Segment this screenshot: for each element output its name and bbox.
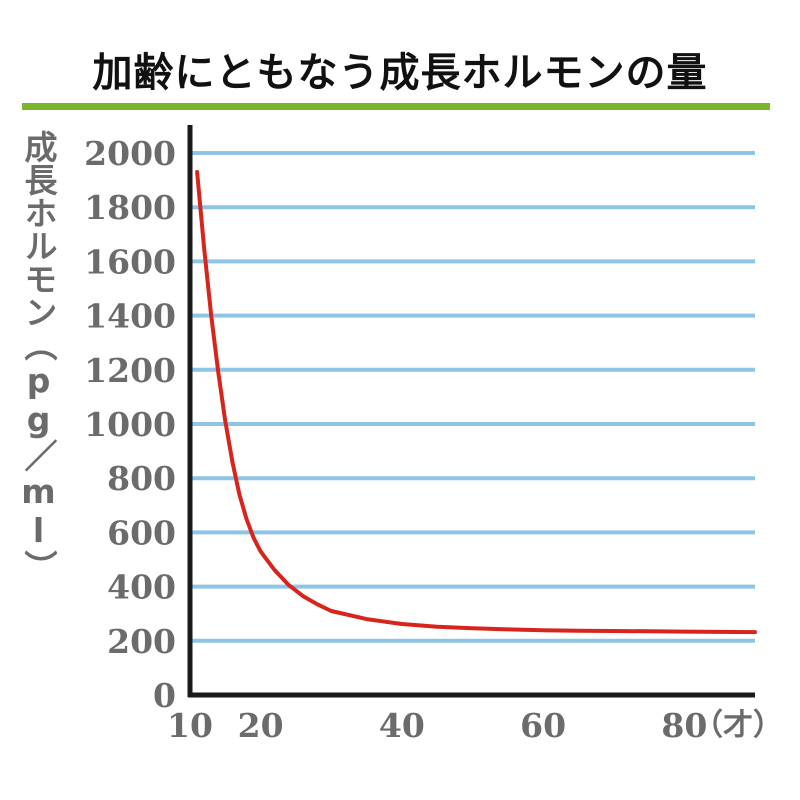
y-tick-label: 1400 — [84, 297, 176, 336]
y-tick-label: 2000 — [84, 134, 176, 173]
chart-title: 加齢にともなう成長ホルモンの量 — [92, 50, 708, 96]
y-axis-label: 成長ホルモン（pg／ml） — [19, 130, 58, 583]
y-tick-label: 600 — [107, 513, 176, 552]
x-tick-label: 60 — [520, 706, 566, 745]
y-tick-label: 1800 — [84, 188, 176, 227]
y-tick-label: 200 — [107, 622, 176, 661]
y-tick-label: 400 — [107, 568, 176, 607]
y-tick-label: 1000 — [84, 405, 176, 444]
y-tick-label: 0 — [153, 676, 176, 715]
x-tick-label: 20 — [238, 706, 284, 745]
x-tick-label: 80 — [661, 706, 707, 745]
x-tick-label: 40 — [379, 706, 425, 745]
y-tick-label: 1200 — [84, 351, 176, 390]
title-underline — [22, 103, 770, 110]
x-unit-label: （才） — [693, 708, 783, 743]
y-tick-label: 800 — [107, 459, 176, 498]
y-tick-label: 1600 — [84, 242, 176, 281]
series-line — [195, 170, 757, 635]
x-tick-label: 10 — [167, 706, 213, 745]
